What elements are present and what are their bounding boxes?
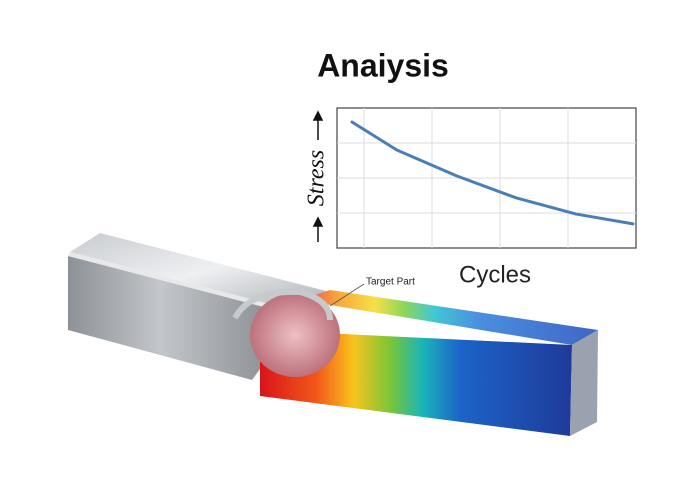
stress-bar [232, 288, 598, 436]
x-axis-label: Cycles [459, 261, 531, 288]
y-axis-arrows [312, 110, 324, 242]
annotation-leader [329, 283, 365, 307]
chart-title: Anaiysis [317, 47, 449, 83]
plot-area [337, 108, 636, 248]
y-axis-label: Stress [304, 150, 330, 206]
data-line [350, 120, 635, 226]
annotation: Target Part [366, 277, 415, 288]
